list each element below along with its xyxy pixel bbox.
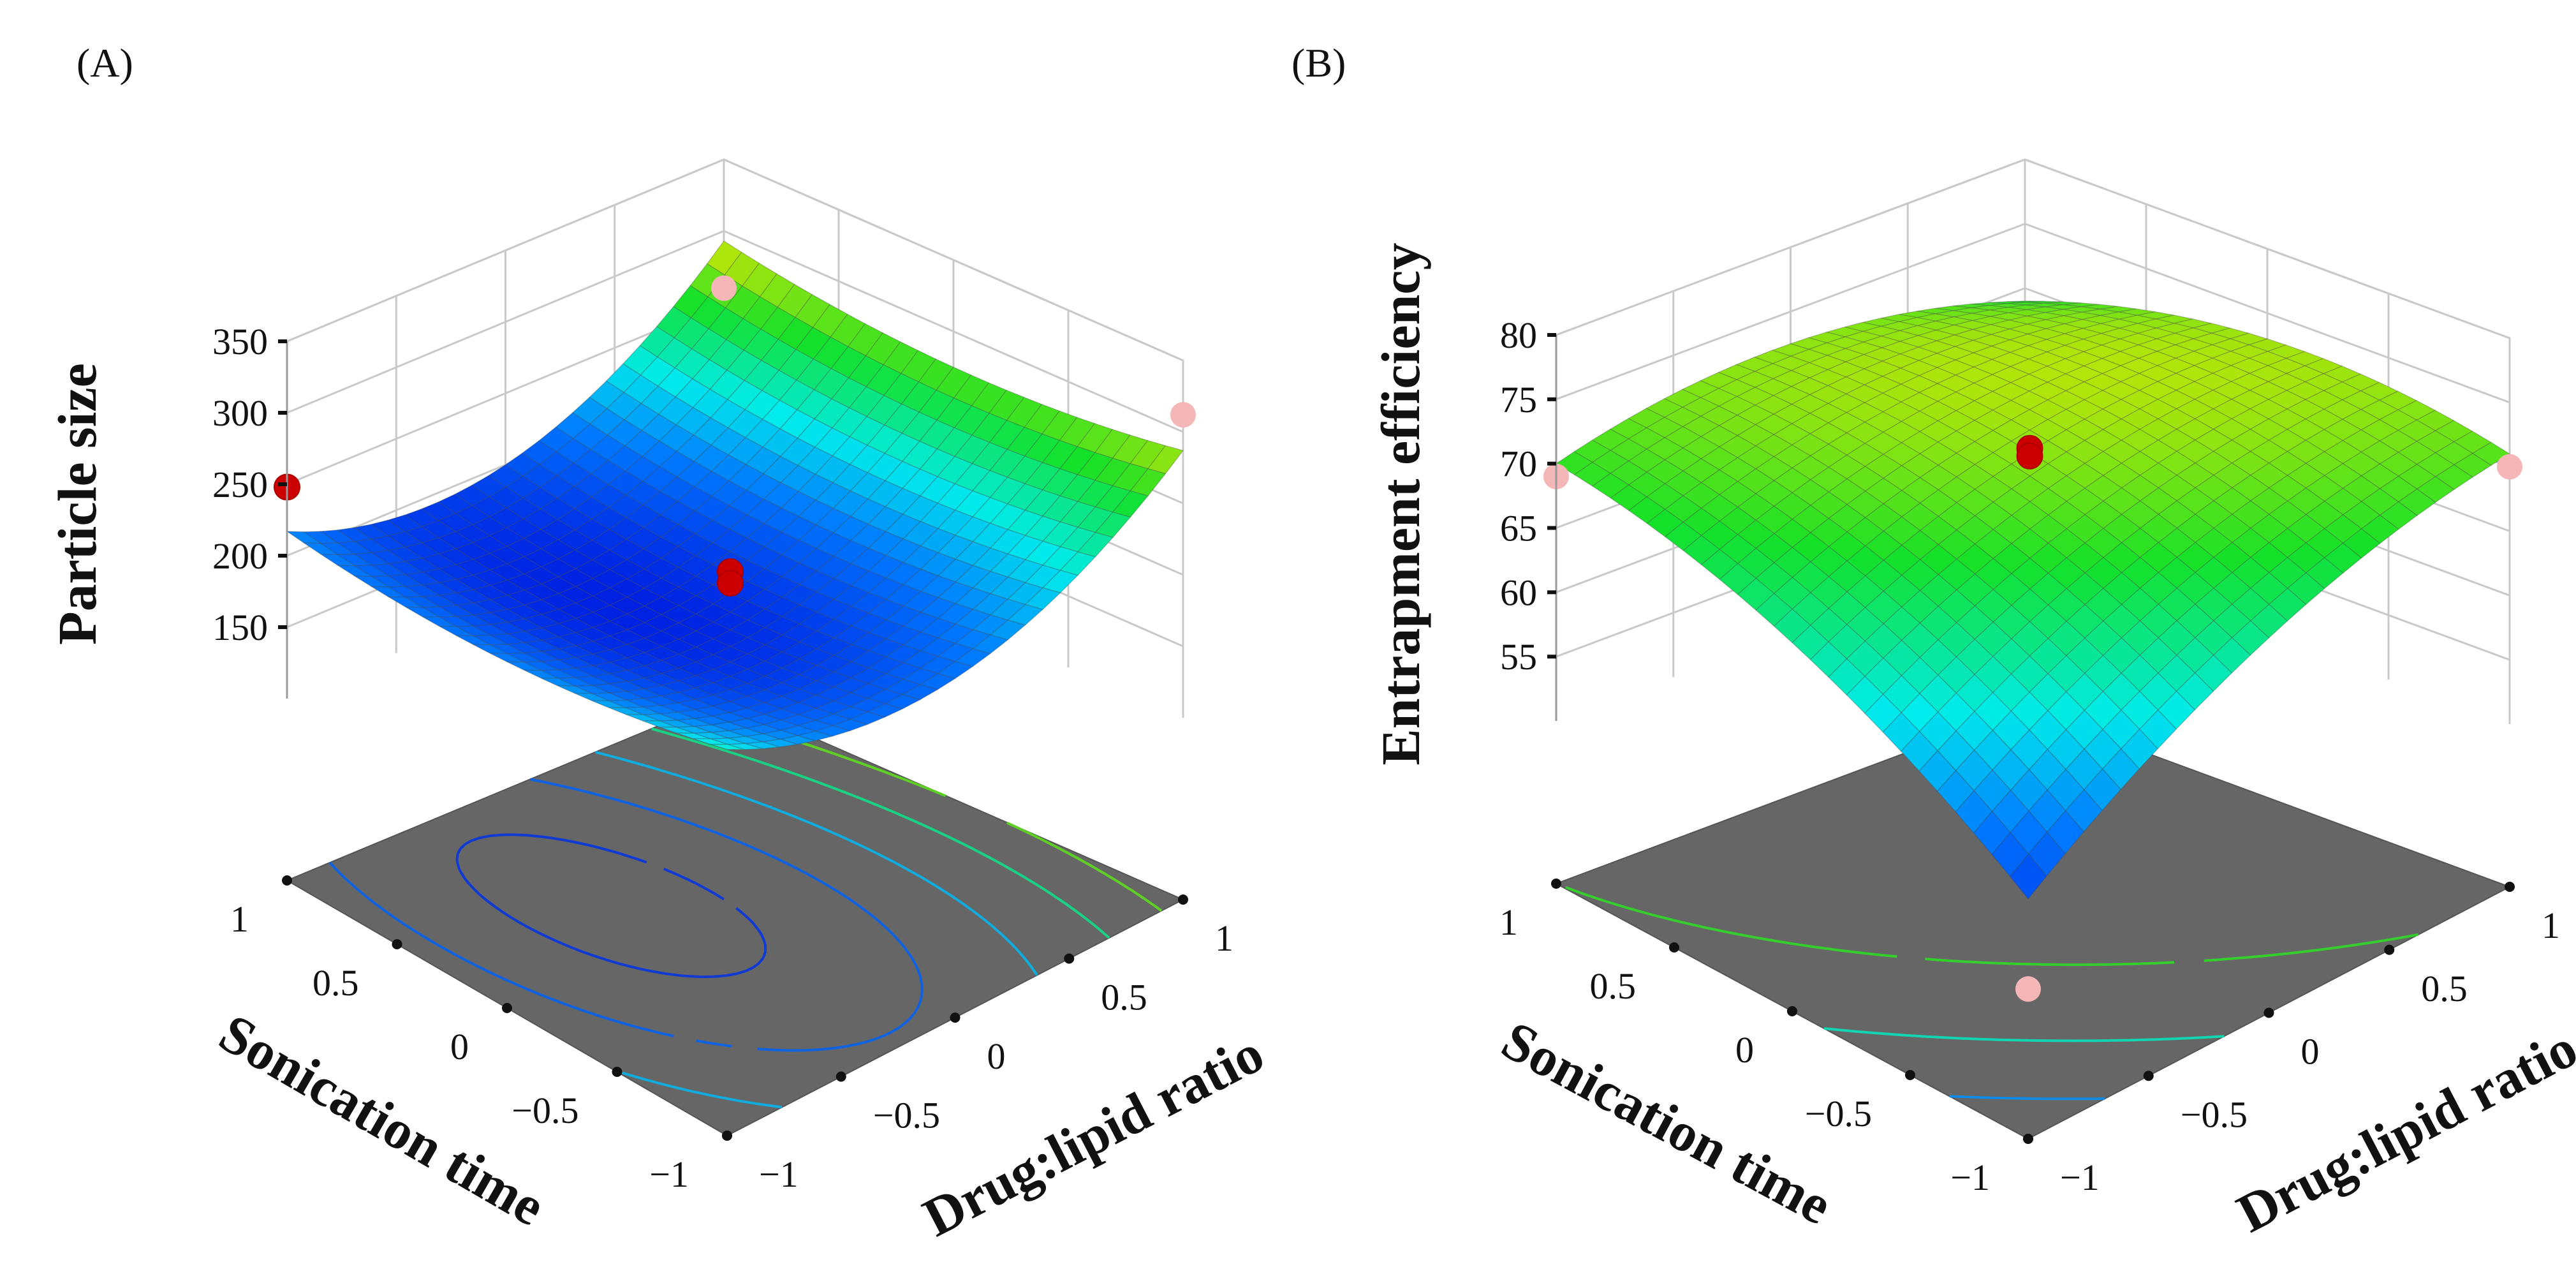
y-tick-label: 0 xyxy=(2301,1031,2320,1072)
z-tick-label: 75 xyxy=(1500,379,1537,420)
x-tick-label: −0.5 xyxy=(512,1090,578,1131)
response-surface xyxy=(1555,300,2511,900)
x-tick-label: 0.5 xyxy=(313,962,359,1004)
wall-grid-h xyxy=(1556,223,2510,404)
surface-cell xyxy=(2286,572,2325,605)
y-tick-mark xyxy=(950,1013,960,1023)
surface-cell xyxy=(2416,476,2455,503)
surface-cell xyxy=(2083,768,2122,812)
response-surface xyxy=(285,240,1184,750)
x-tick-mark xyxy=(282,875,292,886)
x-tick-label: −1 xyxy=(649,1154,689,1195)
floor-contour xyxy=(1565,720,2419,967)
z-tick-label: 55 xyxy=(1500,636,1537,678)
z-axis-title: Entrapment efficiency xyxy=(1370,242,1431,765)
floor-contour xyxy=(651,727,1110,939)
surface-cell xyxy=(2194,654,2233,692)
surface-cell xyxy=(2009,853,2047,900)
surface-cell xyxy=(710,743,745,750)
z-tick-label: 350 xyxy=(212,321,268,362)
y-tick-mark xyxy=(2384,944,2395,955)
x-tick-mark xyxy=(1551,879,1561,889)
wall-grid-h xyxy=(286,158,1184,362)
surface-cell xyxy=(2231,620,2270,656)
x-tick-mark xyxy=(392,939,402,949)
y-tick-mark xyxy=(2263,1007,2274,1018)
y-tick-mark xyxy=(835,1071,846,1082)
z-tick-label: 70 xyxy=(1500,443,1537,485)
surface-cell xyxy=(1094,512,1131,538)
x-tick-label: 0 xyxy=(450,1026,469,1067)
y-tick-mark xyxy=(722,1131,732,1141)
y-tick-mark xyxy=(2505,882,2515,892)
wall-grid-h xyxy=(286,230,1184,433)
y-tick-label: −1 xyxy=(759,1154,799,1195)
y-tick-label: −1 xyxy=(2060,1157,2100,1198)
chart-panel-b: 80 75 70 65 60 55 1 0.5 0 −0.5 −1 −1 −0.5 0 0.5 1 Sonica… xyxy=(1292,40,2576,1244)
x-tick-mark xyxy=(612,1067,622,1077)
y-tick-label: −0.5 xyxy=(2181,1094,2248,1135)
surface-cell xyxy=(2379,501,2418,530)
y-tick-label: 1 xyxy=(2542,905,2560,946)
z-tick-label: 65 xyxy=(1500,508,1537,549)
z-tick-label: 250 xyxy=(212,464,268,505)
surface-cell xyxy=(727,743,763,750)
surface-cell xyxy=(2101,748,2140,790)
x-tick-label: −1 xyxy=(1950,1157,1990,1198)
x-tick-mark xyxy=(1669,942,1679,953)
design-point xyxy=(2497,454,2522,480)
z-tick-label: 150 xyxy=(212,607,268,648)
y-tick-label: 0.5 xyxy=(1101,977,1147,1018)
design-point xyxy=(2016,442,2043,470)
y-axis-title: Drug:lipid ratio xyxy=(2227,1017,2576,1244)
panel-label: (A) xyxy=(77,40,133,85)
x-axis-title: Sonication time xyxy=(1492,1009,1842,1236)
design-point xyxy=(2015,976,2041,1002)
z-tick-label: 80 xyxy=(1500,315,1537,356)
x-tick-label: −0.5 xyxy=(1805,1093,1872,1134)
z-tick-label: 60 xyxy=(1500,572,1537,613)
panel-label: (B) xyxy=(1292,40,1346,85)
surface-cell xyxy=(989,619,1026,641)
y-tick-mark xyxy=(1178,894,1188,905)
design-point xyxy=(711,275,737,301)
y-tick-label: 1 xyxy=(1215,917,1233,959)
floor-contour xyxy=(455,833,767,979)
y-tick-mark xyxy=(2143,1071,2154,1081)
y-tick-mark xyxy=(1064,953,1075,964)
surface-cell xyxy=(2120,729,2159,769)
surface-cell xyxy=(2212,637,2251,674)
z-axis-title: Particle size xyxy=(47,363,108,645)
x-axis-title: Sonication time xyxy=(209,1002,555,1237)
y-axis-title: Drug:lipid ratio xyxy=(913,1022,1273,1249)
chart-panel-a: 350 300 250 200 150 1 0.5 0 −0.5 −1 −1 −0.5 0 0.5 1 Son… xyxy=(47,40,1273,1249)
y-tick-mark xyxy=(2023,1134,2033,1144)
x-tick-label: 1 xyxy=(1499,901,1518,943)
x-tick-label: 1 xyxy=(230,898,249,940)
wall-grid-h xyxy=(1556,158,2510,339)
design-point xyxy=(1170,402,1196,428)
surface-cell xyxy=(2175,672,2214,711)
surface-cell xyxy=(2305,557,2344,590)
floor-contour xyxy=(328,778,924,1052)
design-point xyxy=(717,569,744,597)
surface-cell xyxy=(2397,488,2436,516)
floor-contour xyxy=(1949,1095,2105,1101)
y-tick-label: −0.5 xyxy=(873,1095,940,1136)
x-tick-mark xyxy=(1787,1006,1797,1016)
x-tick-label: 0 xyxy=(1735,1029,1754,1071)
floor-plane xyxy=(285,697,1185,1137)
x-tick-label: 0.5 xyxy=(1590,965,1637,1007)
x-tick-mark xyxy=(502,1003,512,1013)
floor-contour xyxy=(1823,1027,2225,1042)
y-tick-label: 0 xyxy=(987,1035,1006,1077)
x-tick-mark xyxy=(1905,1070,1915,1080)
y-tick-label: 0.5 xyxy=(2421,968,2468,1009)
z-tick-label: 300 xyxy=(212,392,268,434)
z-tick-label: 200 xyxy=(212,535,268,577)
